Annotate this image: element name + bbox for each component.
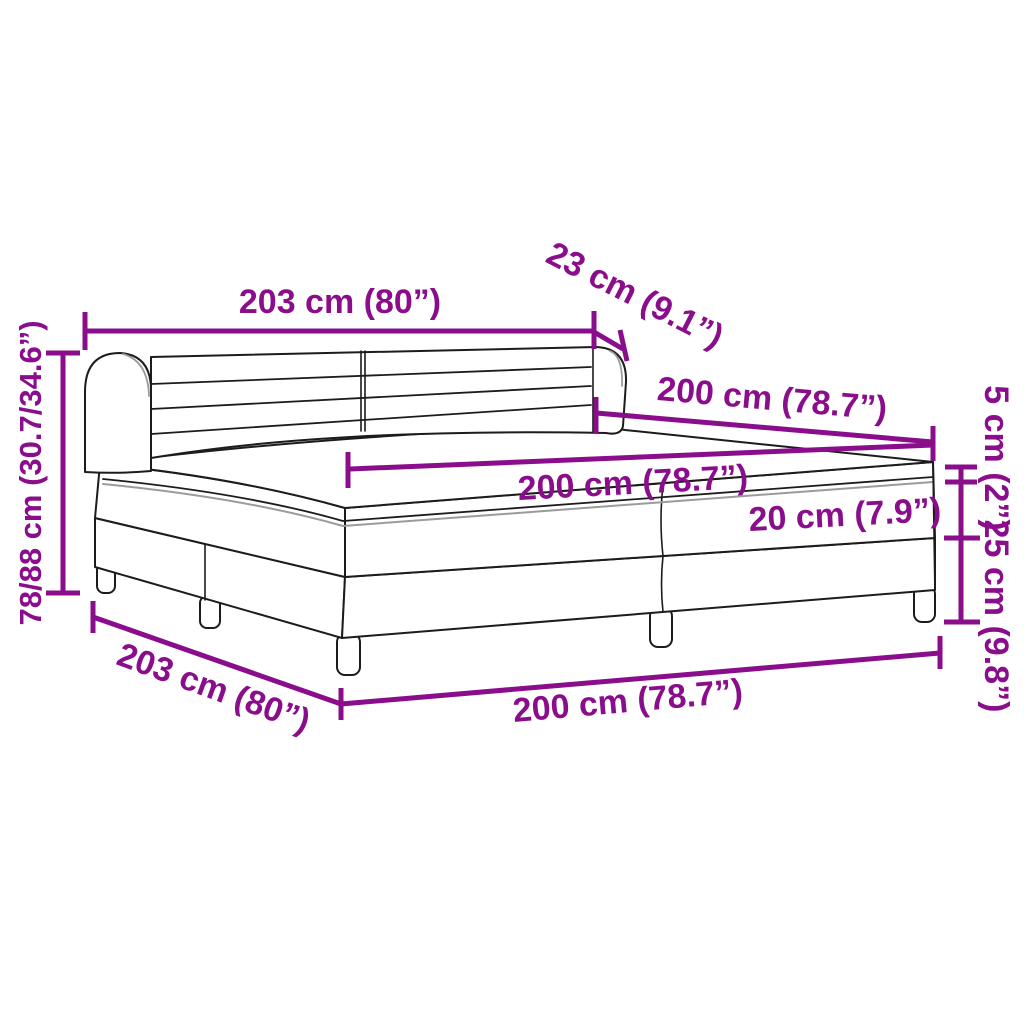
bed-leg bbox=[336, 633, 361, 676]
headboard-divider bbox=[360, 350, 366, 432]
mattress-seam bbox=[660, 484, 664, 557]
headboard-panel bbox=[150, 346, 628, 459]
mattress bbox=[94, 424, 936, 591]
headboard-slat-line bbox=[150, 366, 592, 385]
bed-legs bbox=[96, 562, 936, 676]
headboard-slat-line bbox=[150, 385, 592, 410]
headboard-left-wing bbox=[84, 352, 152, 474]
dim-label-total-height: 78/88 cm (30.7/34.6”) bbox=[13, 320, 48, 625]
dim-label-base-height: 25 cm (9.8”) bbox=[977, 520, 1015, 713]
headboard-right-wing-curve bbox=[609, 350, 623, 387]
dim-label-width-top: 203 cm (80”) bbox=[239, 283, 441, 321]
dim-line-length-bottom bbox=[340, 636, 943, 707]
dim-line-headboard-depth bbox=[592, 329, 630, 362]
bed-corner-edge bbox=[932, 461, 936, 591]
dim-label-width-bottom: 203 cm (80”) bbox=[112, 636, 315, 741]
dim-line-right-heights bbox=[944, 464, 980, 625]
topper-seam bbox=[102, 476, 934, 522]
dim-line-width-top bbox=[82, 311, 597, 350]
dim-label-topper-height: 5 cm (2”) bbox=[977, 385, 1015, 531]
bed-leg bbox=[649, 607, 673, 648]
topper-seam-shade bbox=[102, 481, 934, 527]
dim-label-headboard-depth: 23 cm (9.1”) bbox=[540, 235, 729, 356]
dim-line-mattress-length bbox=[345, 426, 936, 488]
headboard-left-wing-curve bbox=[122, 353, 150, 397]
dimension-lines bbox=[46, 311, 980, 720]
dim-line-length-top bbox=[593, 397, 934, 445]
headboard bbox=[84, 346, 628, 474]
base-seam bbox=[660, 555, 664, 613]
headboard-slat-line bbox=[150, 404, 592, 435]
dim-line-total-height bbox=[46, 350, 80, 596]
